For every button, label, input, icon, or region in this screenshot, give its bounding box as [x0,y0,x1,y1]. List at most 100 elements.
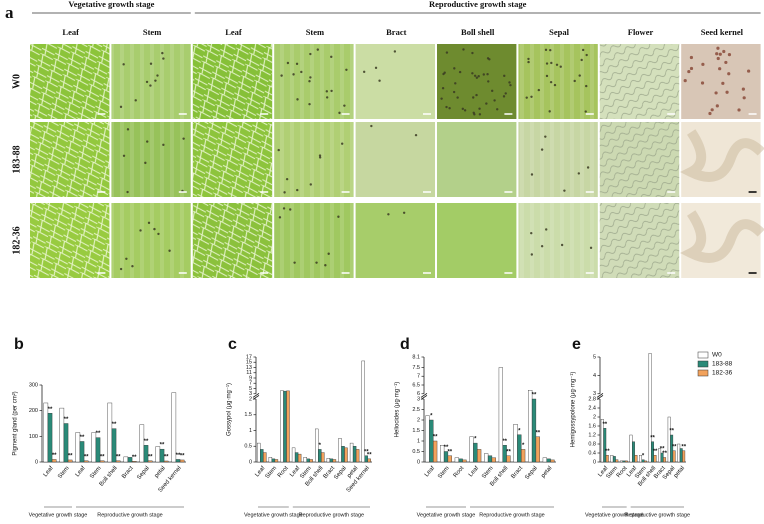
gland-dot [131,265,134,268]
bar [107,402,113,463]
photo-texture [30,203,110,278]
significance-mark: * [522,443,525,449]
gland-dot [309,183,312,186]
y-tick-label: 3 [249,391,252,397]
bar [682,450,686,463]
bar [286,390,290,463]
legend-swatch [697,351,709,359]
gland-dot [550,61,553,65]
bar [291,447,296,463]
gland-dot [325,90,329,93]
photo [355,44,435,119]
y-tick-label: 2.4 [588,405,596,411]
x-tick-label: Root [277,465,290,479]
gland-dot [475,76,479,79]
x-tick-label: Stem [481,465,495,480]
bar [175,459,181,463]
gland-dot [471,72,474,75]
significance-mark: * [518,428,521,434]
bar [433,440,438,463]
gland-dot [182,137,185,140]
bar [477,449,482,463]
gland-dot [527,60,530,64]
gland-dot [296,98,299,101]
bar [341,446,345,463]
gland-dot [482,73,485,76]
significance-mark: ** [447,449,452,455]
gland-dot [559,65,562,68]
gland-dot [573,79,576,83]
bar [155,446,161,463]
gland-dot [527,57,530,61]
gland-dot [503,74,506,78]
photo [681,44,761,119]
significance-mark: * [319,443,322,449]
bar [329,458,334,463]
gland-dot [563,189,566,192]
y-tick-label: 1 [417,438,420,444]
y-tick-label: 0 [249,459,252,465]
photo-texture [192,203,273,278]
y-tick-label: 5 [249,386,252,392]
photo-texture [599,44,680,119]
significance-mark: ** [367,452,372,458]
y-tick-label: 2 [417,417,420,423]
y-tick-label: 4 [593,373,596,379]
significance-mark: ** [148,454,153,460]
panel-label: e [572,336,581,353]
legend-label: 183-88 [712,361,733,368]
bar [318,449,322,463]
y-tick-label: 5 [593,354,596,360]
gland-dot [530,95,533,99]
bar [321,452,325,463]
significance-mark: * [642,453,645,459]
bar [648,353,652,463]
bar [260,449,264,463]
gland-dot [477,75,480,78]
y-tick-label: 1.5 [412,428,420,434]
photo-texture [599,203,680,278]
gland-dot [540,245,544,248]
legend-swatch [697,360,709,368]
y-tick-label: 300 [29,382,38,388]
bar [605,455,609,463]
significance-mark: ** [602,422,607,428]
gland-dot [586,166,590,169]
gland-dot [530,253,534,256]
x-tick-label: Leaf [424,465,436,478]
photo-texture [111,203,191,278]
bar [297,453,302,463]
bar [51,459,57,463]
group-label: Reproductive growth stage [97,512,162,518]
legend-swatch [697,369,709,377]
group-label: Reproductive growth stage [479,512,544,518]
bar [257,442,261,463]
gland-dot [295,62,299,66]
gland-dot [318,154,322,157]
bar [491,457,496,463]
x-tick-label: petal [540,465,553,479]
gland-dot [549,48,552,52]
bar [610,455,614,463]
gland-dot [122,154,126,157]
significance-mark: ** [144,439,149,445]
gland-dot [687,69,691,74]
bar [361,360,365,463]
bar [535,436,540,463]
bar [634,455,638,463]
bar [143,445,149,463]
gland-dot [325,96,329,99]
photo-texture [274,44,354,119]
gland-dot [283,191,286,194]
gland-dot [725,90,729,94]
x-tick-label: Bract [121,465,135,480]
gland-dot [119,267,123,271]
gland-dot [162,143,165,147]
bar [458,458,463,463]
bar [63,423,69,463]
bar [425,415,430,463]
bar [653,455,657,463]
bar [502,445,507,463]
photo-texture [192,122,273,197]
